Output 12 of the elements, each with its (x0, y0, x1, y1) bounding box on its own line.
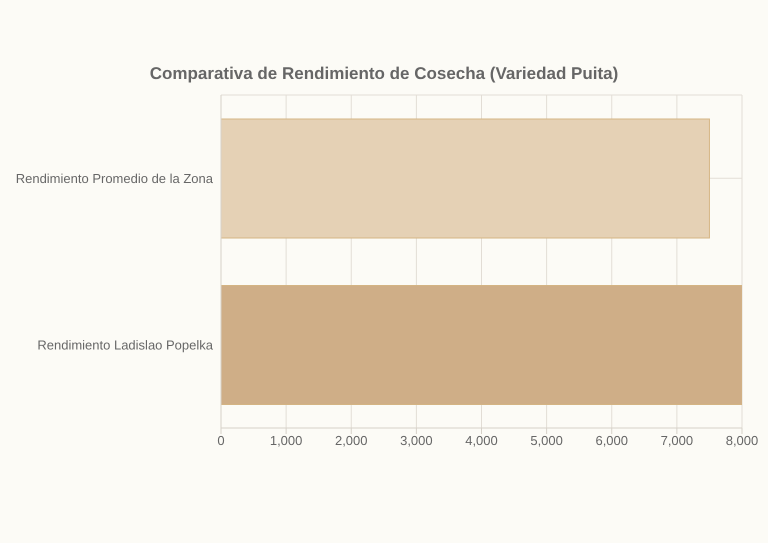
x-tick-label: 6,000 (595, 433, 628, 448)
x-tick-label: 5,000 (530, 433, 563, 448)
chart-title: Comparativa de Rendimiento de Cosecha (Variedad Puita) (148, 64, 620, 84)
y-tick-label: Rendimiento Promedio de la Zona (16, 170, 214, 186)
x-tick-label: 8,000 (726, 433, 758, 448)
x-tick-label: 7,000 (660, 433, 694, 448)
x-tick-label: 3,000 (400, 433, 433, 448)
x-tick-label: 2,000 (334, 433, 368, 448)
x-tick-label: 0 (217, 433, 225, 448)
y-tick-label: Rendimiento Ladislao Popelka (37, 337, 214, 352)
x-tick-label: 4,000 (465, 433, 498, 448)
x-tick-label: 1,000 (270, 433, 302, 448)
